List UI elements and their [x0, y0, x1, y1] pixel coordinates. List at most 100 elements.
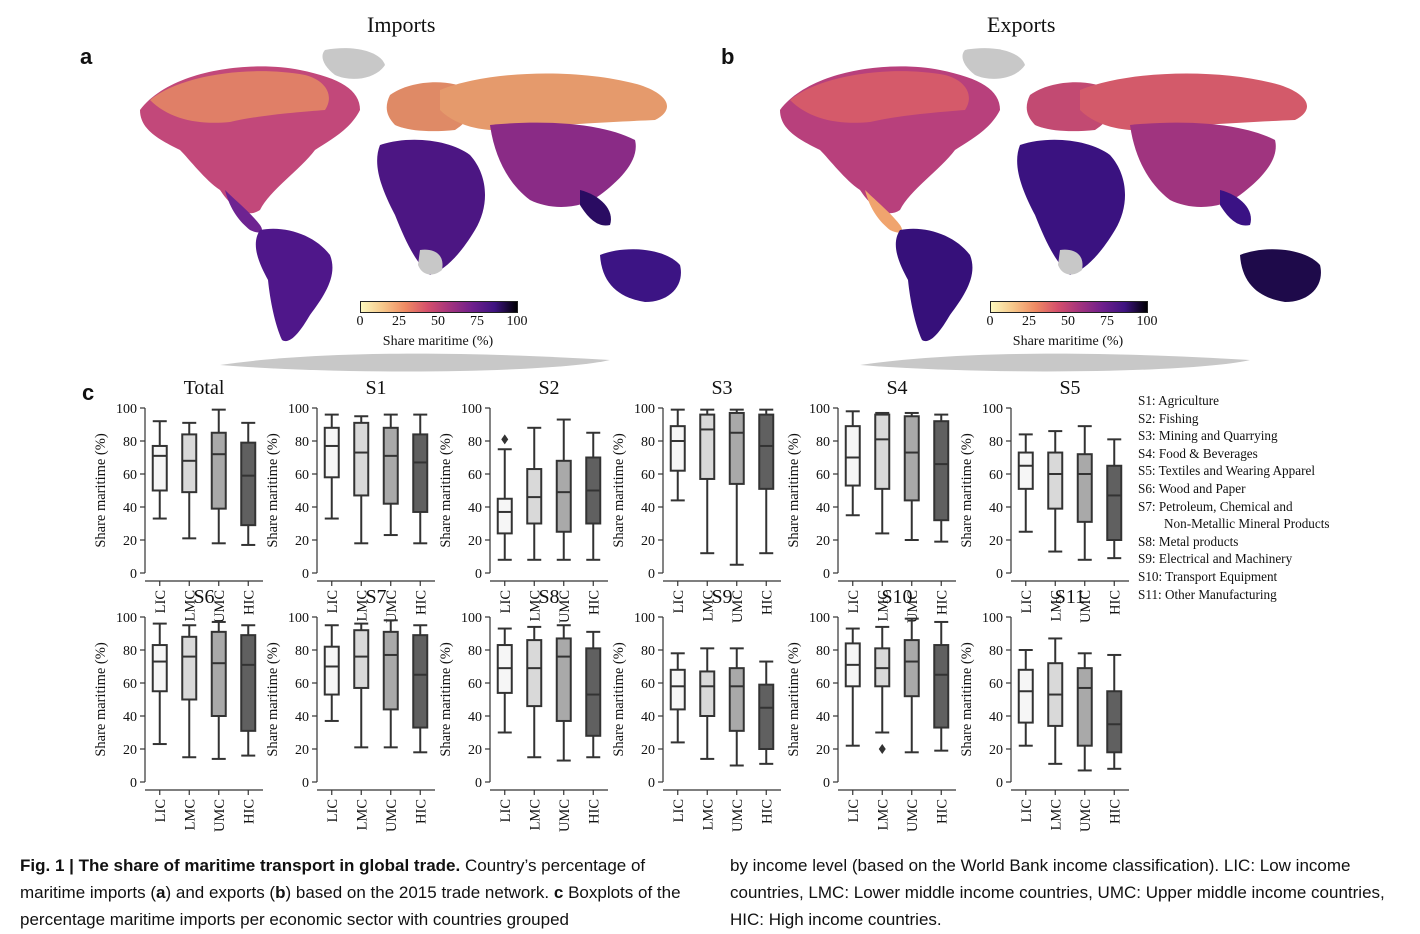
- box-lmc: [1047, 637, 1064, 765]
- panel-title: Total: [184, 377, 225, 399]
- y-tick-label: 100: [809, 611, 830, 626]
- panel-title: S7: [365, 586, 386, 608]
- legend-entry: S11: Other Manufacturing: [1138, 586, 1277, 602]
- boxplot-panel: S7 0 20 40 60 80 100 Share maritime (%) LIC LMC UM…: [265, 586, 435, 832]
- y-tick-label: 100: [982, 402, 1003, 417]
- x-tick-label: LMC: [354, 799, 370, 830]
- x-tick-label: LMC: [700, 799, 716, 830]
- box-lmc: [181, 624, 198, 759]
- box-iqr: [903, 639, 920, 698]
- box-lic: [844, 627, 861, 747]
- box-iqr: [1106, 690, 1123, 754]
- box-iqr: [874, 413, 891, 490]
- y-tick-label: 80: [816, 644, 830, 659]
- y-tick-label: 0: [475, 567, 482, 582]
- panel-title: S3: [711, 377, 732, 399]
- y-tick-label: 20: [816, 743, 830, 758]
- box-iqr: [903, 415, 920, 502]
- x-tick-label: LIC: [153, 590, 169, 613]
- y-tick-label: 80: [468, 435, 482, 450]
- box-iqr: [728, 667, 745, 732]
- x-tick-label: HIC: [934, 799, 950, 824]
- boxplot-panel: S1 0 20 40 60 80 100 Share maritime (%) LIC LMC UM…: [265, 377, 435, 623]
- russia: [440, 73, 667, 131]
- y-tick-label: 80: [123, 435, 137, 450]
- box-hic: [933, 413, 950, 543]
- x-tick-label: HIC: [586, 799, 602, 824]
- y-tick-label: 100: [116, 611, 137, 626]
- x-tick-label: LMC: [182, 590, 198, 621]
- box-umc: [555, 624, 572, 762]
- x-tick-label: UMC: [905, 799, 921, 832]
- x-tick-label: LMC: [527, 799, 543, 830]
- y-tick-label: 100: [461, 402, 482, 417]
- box-iqr: [933, 644, 950, 729]
- colorbar-tick: 0: [356, 314, 364, 329]
- y-tick-label: 20: [123, 743, 137, 758]
- y-tick-label: 60: [641, 677, 655, 692]
- x-tick-label: LIC: [671, 799, 687, 822]
- x-tick-label: LMC: [527, 590, 543, 621]
- x-tick-label: LIC: [498, 799, 514, 822]
- box-iqr: [353, 421, 370, 497]
- legend-entry: S2: Fishing: [1138, 410, 1199, 426]
- box-lic: [1017, 649, 1034, 747]
- asia: [1130, 122, 1276, 207]
- colorbar-tick: 25: [1022, 314, 1036, 329]
- x-tick-label: HIC: [759, 799, 775, 824]
- box-lmc: [353, 415, 370, 545]
- y-axis-label: Share maritime (%): [265, 433, 281, 548]
- box-umc: [728, 647, 745, 767]
- box-iqr: [382, 630, 399, 711]
- y-tick-label: 60: [989, 677, 1003, 692]
- box-umc: [210, 620, 227, 760]
- y-tick-label: 100: [461, 611, 482, 626]
- box-hic: [585, 431, 602, 561]
- x-tick-label: LMC: [875, 590, 891, 621]
- x-tick-label: LIC: [846, 590, 862, 613]
- panel-letter-c: c: [82, 380, 95, 405]
- x-tick-label: HIC: [241, 590, 257, 615]
- box-iqr: [699, 413, 716, 480]
- y-axis-label: Share maritime (%): [93, 433, 109, 548]
- boxplot-panel: S10 0 20 40 60 80 100 Share maritime (%) LIC LMC U…: [786, 586, 956, 832]
- y-tick-label: 0: [130, 776, 137, 791]
- box-hic: [585, 630, 602, 759]
- y-tick-label: 80: [989, 435, 1003, 450]
- y-tick-label: 100: [116, 402, 137, 417]
- y-tick-label: 40: [641, 710, 655, 725]
- africa: [377, 139, 486, 275]
- box-iqr: [1106, 464, 1123, 541]
- x-tick-label: UMC: [384, 590, 400, 623]
- y-tick-label: 0: [130, 567, 137, 582]
- box-iqr: [496, 497, 513, 535]
- x-tick-label: HIC: [413, 799, 429, 824]
- y-tick-label: 40: [989, 501, 1003, 516]
- y-tick-label: 80: [295, 644, 309, 659]
- x-tick-label: HIC: [759, 590, 775, 615]
- y-tick-label: 60: [123, 468, 137, 483]
- legend-entry: S7: Petroleum, Chemical and: [1138, 498, 1293, 514]
- panel-letter-b: b: [721, 44, 735, 69]
- x-tick-label: LIC: [325, 590, 341, 613]
- y-tick-label: 60: [468, 677, 482, 692]
- sector-legend: S1: Agriculture S2: Fishing S3: Mining and…: [1138, 392, 1330, 603]
- y-tick-label: 20: [295, 534, 309, 549]
- y-tick-label: 40: [816, 710, 830, 725]
- box-lmc: [353, 622, 370, 749]
- map-landmasses: [140, 48, 681, 372]
- y-tick-label: 40: [295, 501, 309, 516]
- y-axis-label: Share maritime (%): [265, 642, 281, 757]
- x-tick-label: LIC: [325, 799, 341, 822]
- y-tick-label: 0: [996, 776, 1003, 791]
- southeast-asia: [580, 190, 611, 226]
- x-tick-label: LIC: [1019, 799, 1035, 822]
- panel-title: S4: [886, 377, 907, 399]
- y-tick-label: 60: [295, 468, 309, 483]
- antarctica: [860, 353, 1250, 372]
- box-lic: [669, 408, 686, 502]
- y-axis-label: Share maritime (%): [438, 433, 454, 548]
- y-tick-label: 20: [989, 743, 1003, 758]
- x-tick-label: LIC: [1019, 590, 1035, 613]
- box-iqr: [323, 645, 340, 696]
